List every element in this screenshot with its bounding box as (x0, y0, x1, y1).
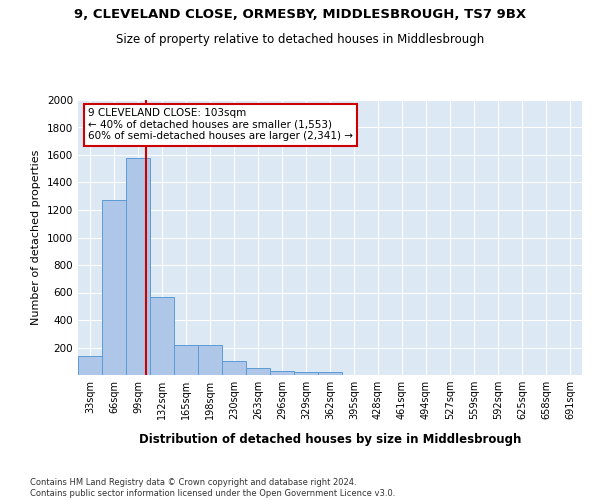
Text: Distribution of detached houses by size in Middlesbrough: Distribution of detached houses by size … (139, 432, 521, 446)
Text: Size of property relative to detached houses in Middlesbrough: Size of property relative to detached ho… (116, 32, 484, 46)
Bar (294, 372, 318, 375)
Text: 9 CLEVELAND CLOSE: 103sqm
← 40% of detached houses are smaller (1,553)
60% of se: 9 CLEVELAND CLOSE: 103sqm ← 40% of detac… (88, 108, 353, 142)
Bar (246, 368, 270, 375)
Y-axis label: Number of detached properties: Number of detached properties (31, 150, 41, 325)
Bar (126, 158, 150, 375)
Text: Contains HM Land Registry data © Crown copyright and database right 2024.
Contai: Contains HM Land Registry data © Crown c… (30, 478, 395, 498)
Text: 9, CLEVELAND CLOSE, ORMESBY, MIDDLESBROUGH, TS7 9BX: 9, CLEVELAND CLOSE, ORMESBY, MIDDLESBROU… (74, 8, 526, 20)
Bar (270, 371, 294, 375)
Bar (102, 200, 126, 375)
Bar (174, 346, 198, 375)
Bar (198, 346, 222, 375)
Bar (78, 356, 102, 375)
Bar (318, 372, 342, 375)
Bar (150, 296, 174, 375)
Bar (222, 361, 246, 375)
